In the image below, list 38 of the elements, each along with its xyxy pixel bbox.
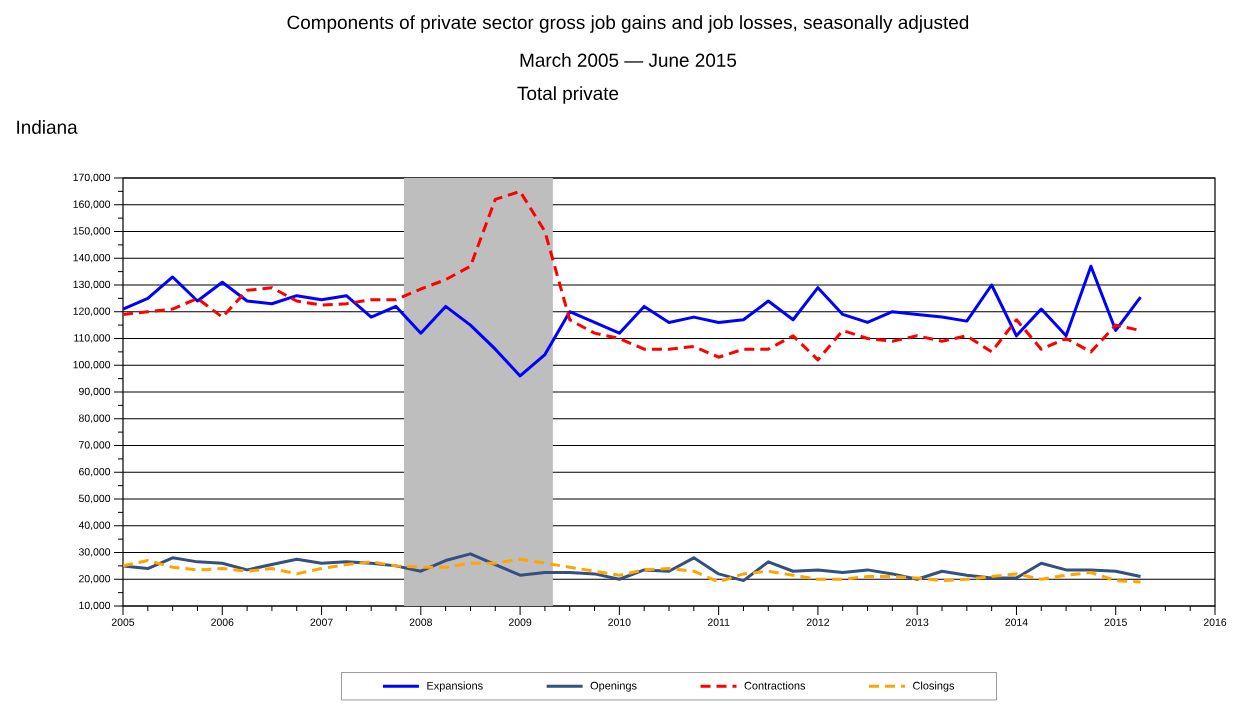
- y-tick-label: 20,000: [79, 574, 111, 584]
- y-tick-label: 150,000: [73, 227, 111, 236]
- x-tick-label: 2008: [409, 618, 432, 626]
- y-tick-label: 70,000: [79, 441, 111, 450]
- y-tick-label: 160,000: [73, 200, 111, 210]
- y-tick-label: 60,000: [79, 467, 111, 477]
- x-tick-label: 2015: [1104, 618, 1127, 626]
- legend-label: Contractions: [744, 681, 806, 690]
- y-tick-label: 80,000: [78, 414, 111, 424]
- x-tick-label: 2009: [508, 618, 532, 626]
- x-tick-label: 2005: [111, 618, 135, 626]
- text: Total private: [517, 86, 619, 104]
- y-tick-label: 10,000: [79, 601, 111, 611]
- x-tick-label: 2006: [211, 618, 234, 626]
- x-tick-label: 2012: [806, 618, 830, 626]
- y-tick-label: 130,000: [73, 280, 111, 290]
- chart-subtitle: March 2005 — June 2015: [520, 53, 737, 67]
- x-tick-label: 2011: [707, 618, 730, 626]
- x-tick-label: 2013: [906, 618, 929, 626]
- x-tick-label: 2014: [1005, 618, 1028, 626]
- y-tick-label: 30,000: [78, 548, 111, 557]
- y-tick-label: 90,000: [79, 387, 111, 397]
- y-tick-label: 110,000: [74, 334, 111, 343]
- text: Indiana: [17, 120, 78, 134]
- y-tick-label: 50,000: [78, 494, 111, 504]
- legend-label: Closings: [913, 681, 955, 692]
- line-series: [123, 264, 1143, 378]
- legend-label: Expansions: [427, 681, 483, 692]
- y-tick-label: 120,000: [73, 307, 111, 317]
- y-tick-label: 40,000: [78, 521, 111, 531]
- x-tick-label: 2007: [310, 618, 333, 626]
- y-tick-label: 100,000: [73, 360, 111, 370]
- x-tick-label: 2016: [1203, 618, 1227, 626]
- y-tick-label: 170,000: [73, 173, 111, 183]
- x-tick-label: 2010: [608, 618, 631, 626]
- y-tick-label: 140,000: [73, 253, 111, 263]
- chart-title: Components of private sector gross job gains and job losses, seasonally adjusted: [287, 15, 969, 33]
- legend-label: Openings: [590, 681, 637, 692]
